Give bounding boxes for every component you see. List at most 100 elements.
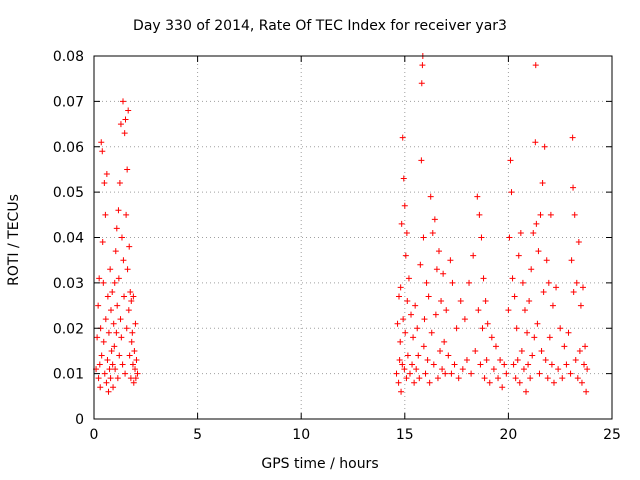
data-point <box>113 329 120 336</box>
data-point <box>510 361 517 368</box>
data-point <box>103 379 110 386</box>
data-point <box>501 361 508 368</box>
data-point <box>451 361 458 368</box>
data-point <box>420 234 427 241</box>
data-point <box>553 284 560 291</box>
data-point <box>414 325 421 332</box>
data-point <box>116 180 123 187</box>
data-point <box>563 361 570 368</box>
data-point <box>97 384 104 391</box>
data-point <box>415 352 422 359</box>
data-point <box>104 293 111 300</box>
data-point <box>422 370 429 377</box>
data-point <box>490 366 497 373</box>
data-point <box>420 343 427 350</box>
y-tick-label: 0.06 <box>53 140 84 156</box>
data-point <box>101 370 108 377</box>
data-point <box>404 298 411 305</box>
x-tick-label: 20 <box>499 427 517 443</box>
data-point <box>571 211 578 218</box>
x-axis-label: GPS time / hours <box>261 456 379 472</box>
data-point <box>418 80 425 87</box>
data-point <box>109 288 116 295</box>
data-point <box>497 357 504 364</box>
data-point <box>116 352 123 359</box>
data-point <box>128 298 135 305</box>
data-point <box>505 307 512 314</box>
data-point <box>129 329 136 336</box>
data-point <box>455 375 462 382</box>
data-point <box>119 361 126 368</box>
data-point <box>133 357 140 364</box>
data-point <box>527 375 534 382</box>
data-point <box>96 361 103 368</box>
data-point <box>117 121 124 128</box>
data-point <box>518 347 525 354</box>
data-point <box>421 316 428 323</box>
data-point <box>110 384 117 391</box>
data-point <box>499 384 506 391</box>
data-point <box>99 239 106 246</box>
y-tick-label: 0.04 <box>53 231 84 247</box>
data-point <box>429 229 436 236</box>
data-point <box>572 357 579 364</box>
data-point <box>569 134 576 141</box>
data-point <box>115 207 122 214</box>
data-point <box>95 302 102 309</box>
data-point <box>577 302 584 309</box>
data-point <box>544 375 551 382</box>
data-point <box>484 320 491 327</box>
data-point <box>506 234 513 241</box>
y-tick-label: 0 <box>75 412 84 428</box>
data-point <box>397 338 404 345</box>
data-point <box>503 370 510 377</box>
data-point <box>424 357 431 364</box>
data-point <box>401 202 408 209</box>
data-point <box>122 370 129 377</box>
data-point <box>511 293 518 300</box>
data-point <box>96 275 103 282</box>
data-point <box>107 375 114 382</box>
data-point <box>431 216 438 223</box>
data-point <box>410 334 417 341</box>
y-tick-label: 0.07 <box>53 94 84 110</box>
y-tick-label: 0.01 <box>53 367 84 383</box>
y-tick-label: 0.08 <box>53 49 84 65</box>
data-point <box>106 366 113 373</box>
data-point <box>128 338 135 345</box>
data-point <box>419 62 426 69</box>
data-point <box>123 325 130 332</box>
data-point <box>539 180 546 187</box>
data-point <box>459 366 466 373</box>
data-point <box>514 357 521 364</box>
data-point <box>423 279 430 286</box>
x-tick-label: 25 <box>603 427 621 443</box>
y-tick-label: 0.03 <box>53 276 84 292</box>
x-tick-label: 15 <box>396 427 414 443</box>
data-point <box>104 357 111 364</box>
data-point <box>126 243 133 250</box>
data-point <box>114 302 121 309</box>
data-point <box>117 316 124 323</box>
data-point <box>121 293 128 300</box>
data-point <box>474 193 481 200</box>
data-point <box>481 375 488 382</box>
data-point <box>395 379 402 386</box>
data-point <box>98 352 105 359</box>
data-point <box>115 275 122 282</box>
y-axis-label: ROTI / TECUs <box>6 194 22 286</box>
data-point <box>508 189 515 196</box>
data-point <box>132 366 139 373</box>
data-point <box>575 239 582 246</box>
data-point <box>403 229 410 236</box>
data-point <box>520 366 527 373</box>
data-point <box>118 234 125 241</box>
data-point <box>107 307 114 314</box>
data-point <box>412 302 419 309</box>
data-point <box>516 379 523 386</box>
data-point <box>107 266 114 273</box>
data-point <box>110 320 117 327</box>
data-point <box>397 284 404 291</box>
data-point <box>102 211 109 218</box>
data-point <box>568 257 575 264</box>
